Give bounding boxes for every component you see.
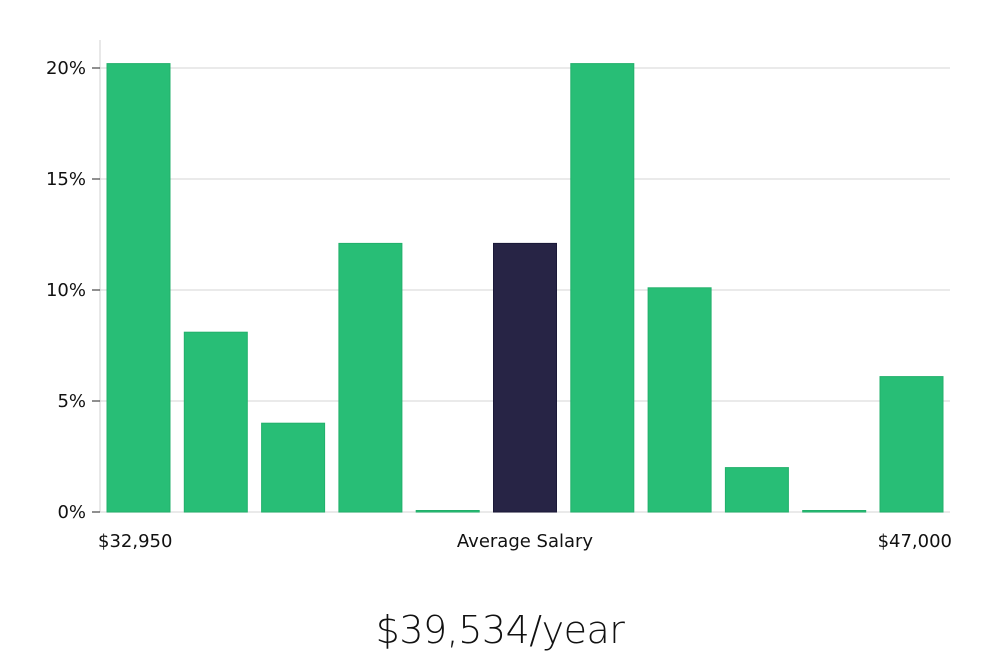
y-tick-label: 15%	[46, 169, 86, 190]
bar	[338, 242, 403, 513]
bar	[106, 63, 171, 513]
y-tick-label: 20%	[46, 58, 86, 79]
bars	[106, 63, 944, 513]
bar	[647, 287, 712, 513]
x-label-min: $32,950	[98, 531, 172, 552]
bar	[261, 422, 326, 513]
average-salary-value: $39,534/year	[375, 608, 625, 652]
bar	[802, 510, 867, 513]
bar-average-salary	[493, 242, 557, 513]
y-axis-ticks: 0% 5% 10% 15% 20%	[46, 58, 100, 523]
y-tick-label: 10%	[46, 280, 86, 301]
salary-histogram: 0% 5% 10% 15% 20% $32,950 Average Salary $47…	[46, 40, 952, 552]
bar	[724, 467, 789, 513]
y-tick-label: 0%	[57, 502, 86, 523]
bar	[183, 331, 248, 513]
y-tick-label: 5%	[57, 391, 86, 412]
x-label-center: Average Salary	[457, 531, 594, 552]
bar	[415, 510, 480, 513]
x-label-max: $47,000	[878, 531, 952, 552]
bar	[879, 376, 944, 513]
bar	[570, 63, 635, 513]
